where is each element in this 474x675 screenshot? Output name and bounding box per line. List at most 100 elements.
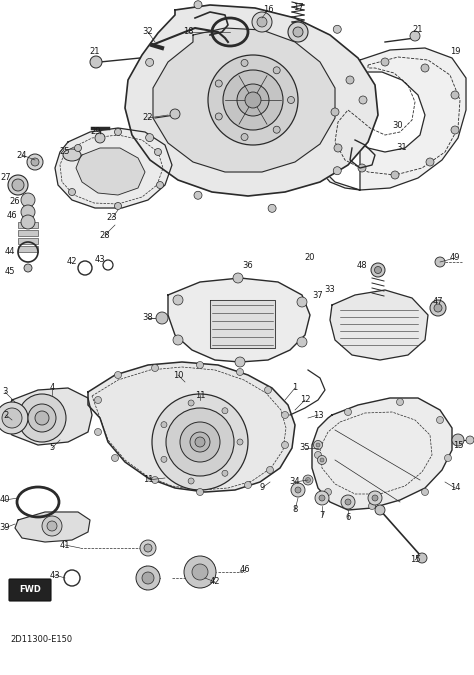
Circle shape: [28, 404, 56, 432]
Polygon shape: [15, 512, 90, 542]
Text: 18: 18: [182, 28, 193, 36]
Circle shape: [8, 175, 28, 195]
Circle shape: [252, 12, 272, 32]
Circle shape: [223, 70, 283, 130]
Ellipse shape: [63, 149, 81, 161]
Circle shape: [430, 300, 446, 316]
Circle shape: [319, 495, 325, 501]
Circle shape: [325, 489, 331, 495]
Circle shape: [115, 371, 121, 379]
Circle shape: [445, 454, 452, 462]
Circle shape: [396, 398, 403, 406]
Text: 5: 5: [49, 443, 55, 452]
Text: 42: 42: [67, 257, 77, 267]
Text: FWD: FWD: [19, 585, 41, 595]
Circle shape: [297, 297, 307, 307]
Circle shape: [451, 126, 459, 134]
Circle shape: [293, 27, 303, 37]
Circle shape: [466, 436, 474, 444]
Circle shape: [371, 263, 385, 277]
Text: 35: 35: [300, 443, 310, 452]
Text: 32: 32: [143, 28, 153, 36]
Circle shape: [222, 408, 228, 414]
Circle shape: [435, 257, 445, 267]
Circle shape: [345, 499, 351, 505]
Text: 49: 49: [450, 254, 460, 263]
Text: 4: 4: [49, 383, 55, 392]
Text: 6: 6: [346, 514, 351, 522]
Circle shape: [192, 564, 208, 580]
Circle shape: [288, 22, 308, 42]
Text: 21: 21: [90, 47, 100, 57]
Circle shape: [111, 454, 118, 462]
Bar: [18, 246, 38, 252]
Text: 38: 38: [143, 313, 154, 323]
Circle shape: [345, 408, 352, 416]
Circle shape: [161, 422, 167, 428]
Circle shape: [74, 144, 82, 151]
Circle shape: [156, 312, 168, 324]
Circle shape: [0, 402, 28, 434]
Circle shape: [410, 31, 420, 41]
Circle shape: [18, 394, 66, 442]
Circle shape: [215, 80, 222, 87]
Circle shape: [21, 205, 35, 219]
Circle shape: [421, 489, 428, 495]
Text: 2D11300-E150: 2D11300-E150: [10, 635, 72, 645]
Text: 30: 30: [392, 121, 403, 130]
Circle shape: [208, 55, 298, 145]
Text: 26: 26: [9, 198, 20, 207]
Circle shape: [152, 477, 158, 483]
Circle shape: [266, 466, 273, 473]
Circle shape: [166, 408, 234, 476]
Polygon shape: [168, 278, 310, 362]
Text: 8: 8: [292, 506, 298, 514]
Text: 16: 16: [263, 5, 273, 14]
Circle shape: [257, 17, 267, 27]
Circle shape: [94, 429, 101, 435]
Text: 19: 19: [450, 47, 460, 57]
Text: 9: 9: [259, 483, 264, 493]
Text: 31: 31: [397, 144, 407, 153]
Text: 47: 47: [433, 298, 443, 306]
Circle shape: [359, 96, 367, 104]
Text: 37: 37: [313, 290, 323, 300]
Circle shape: [161, 456, 167, 462]
Text: 45: 45: [5, 267, 15, 277]
Circle shape: [146, 134, 154, 142]
Bar: [18, 230, 38, 236]
Text: 12: 12: [300, 396, 310, 404]
Text: 17: 17: [292, 3, 303, 13]
Circle shape: [237, 439, 243, 445]
Circle shape: [215, 113, 222, 120]
Circle shape: [173, 335, 183, 345]
Circle shape: [152, 394, 248, 490]
Text: 28: 28: [100, 230, 110, 240]
Bar: [18, 222, 38, 228]
Circle shape: [372, 495, 378, 501]
Circle shape: [268, 205, 276, 213]
Circle shape: [233, 273, 243, 283]
Circle shape: [69, 188, 75, 196]
Circle shape: [333, 25, 341, 33]
Bar: [18, 238, 38, 244]
Circle shape: [21, 215, 35, 229]
Polygon shape: [153, 28, 335, 172]
Circle shape: [140, 540, 156, 556]
Circle shape: [245, 481, 252, 489]
Text: 46: 46: [240, 566, 250, 574]
Circle shape: [245, 92, 261, 108]
Text: 29: 29: [91, 128, 101, 136]
Text: 36: 36: [243, 261, 254, 269]
Circle shape: [391, 171, 399, 179]
Circle shape: [21, 193, 35, 207]
Polygon shape: [312, 398, 452, 510]
Circle shape: [152, 364, 158, 371]
Text: 14: 14: [450, 483, 460, 493]
Text: 24: 24: [17, 151, 27, 159]
Circle shape: [241, 59, 248, 66]
Circle shape: [144, 544, 152, 552]
Circle shape: [273, 126, 280, 133]
Text: 11: 11: [143, 475, 153, 485]
Text: 46: 46: [7, 211, 18, 219]
